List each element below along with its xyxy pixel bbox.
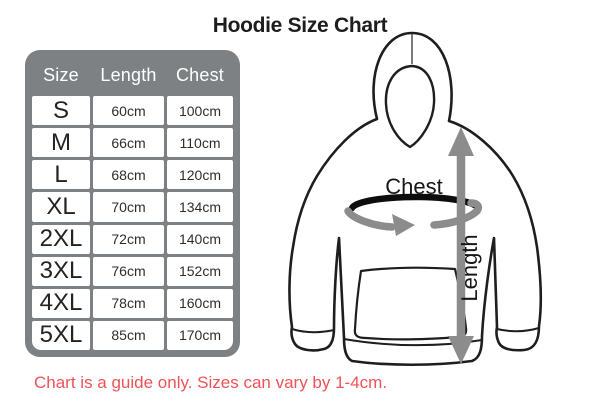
chest-cell: 134cm: [167, 192, 233, 222]
length-cell: 78cm: [93, 288, 164, 318]
length-cell: 60cm: [93, 96, 164, 126]
hoodie-diagram: Chest Length: [288, 31, 543, 367]
table-header-size: Size: [43, 64, 79, 85]
length-arrow: [448, 127, 474, 364]
size-cell: 4XL: [32, 288, 90, 318]
length-label: Length: [457, 234, 482, 301]
chest-cell: 152cm: [167, 256, 233, 286]
chest-cell: 160cm: [167, 288, 233, 318]
length-cell: 66cm: [93, 128, 164, 158]
chest-cell: 110cm: [167, 128, 233, 158]
chest-cell: 170cm: [167, 320, 233, 350]
size-cell: 2XL: [32, 224, 90, 254]
length-cell: 68cm: [93, 160, 164, 190]
length-arrowhead-up: [448, 127, 474, 156]
chest-arrow: [344, 199, 483, 236]
length-cell: 76cm: [93, 256, 164, 286]
length-cell: 70cm: [93, 192, 164, 222]
table-header-chest: Chest: [175, 64, 225, 85]
chest-label: Chest: [385, 174, 442, 199]
length-cell: 72cm: [93, 224, 164, 254]
size-cell: 5XL: [32, 320, 90, 350]
table-header-length: Length: [100, 64, 157, 85]
left-cuff-line: [291, 328, 335, 334]
chest-cell: 140cm: [167, 224, 233, 254]
kangaroo-pocket: [353, 266, 468, 341]
page-title: Hoodie Size Chart: [212, 14, 388, 37]
size-table: Size Length Chest S 60cm 100cm M 66cm 11…: [25, 50, 240, 357]
size-cell: 3XL: [32, 256, 90, 286]
disclaimer-note: Chart is a guide only. Sizes can vary by…: [34, 373, 388, 392]
chest-arrowhead: [392, 214, 415, 236]
length-arrowhead-down: [448, 336, 474, 364]
chest-cell: 100cm: [167, 96, 233, 126]
chest-cell: 120cm: [167, 160, 233, 190]
size-cell: XL: [32, 192, 90, 222]
right-cuff-line: [496, 327, 540, 333]
length-cell: 85cm: [93, 320, 164, 350]
size-cell: S: [32, 96, 90, 126]
face-opening: [384, 64, 436, 149]
size-cell: L: [32, 160, 90, 190]
size-cell: M: [32, 128, 90, 158]
